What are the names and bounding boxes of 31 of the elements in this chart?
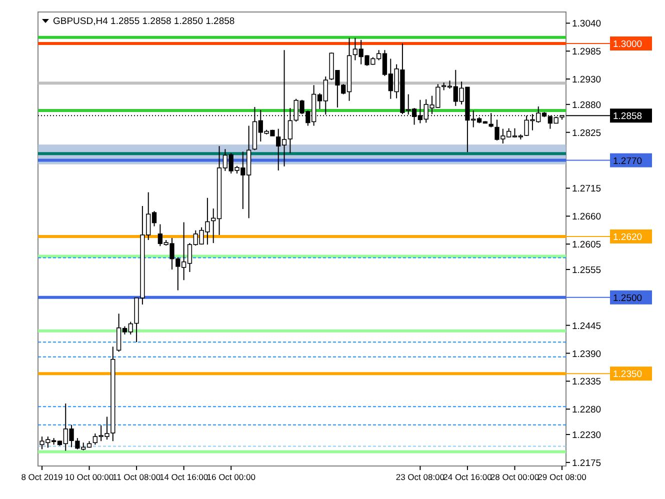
ref-line-label: 1.3000 [613, 38, 642, 50]
chart-title: GBPUSD,H4 1.2855 1.2858 1.2850 1.2858 [53, 16, 235, 27]
ref-line-label: 1.2500 [613, 292, 642, 304]
y-tick-label: 1.2280 [572, 404, 602, 416]
y-tick-label: 1.2175 [572, 458, 602, 469]
y-tick-label: 1.3040 [572, 18, 602, 30]
y-tick-label: 1.2445 [572, 320, 602, 332]
y-tick-label: 1.2985 [572, 46, 602, 58]
ref-line-label: 1.2350 [613, 369, 642, 380]
x-tick-label: 11 Oct 08:00 [112, 472, 161, 482]
y-tick-label: 1.2230 [572, 430, 602, 442]
y-tick-label: 1.2880 [572, 100, 602, 111]
x-tick-label: 24 Oct 16:00 [443, 472, 492, 482]
y-tick-label: 1.2660 [572, 212, 602, 223]
y-tick-label: 1.2390 [572, 348, 602, 360]
ref-line-label: 1.2620 [613, 232, 642, 243]
ref-line-label: 1.2858 [613, 111, 642, 122]
x-tick-label: 28 Oct 00:00 [490, 472, 540, 482]
y-tick-label: 1.2335 [572, 376, 602, 388]
y-tick-label: 1.2825 [572, 128, 602, 139]
y-tick-label: 1.2605 [572, 240, 602, 251]
y-tick-label: 1.2555 [572, 264, 602, 276]
x-tick-label: 29 Oct 08:00 [538, 472, 587, 482]
x-tick-label: 16 Oct 00:00 [206, 472, 256, 482]
ref-line-label: 1.2770 [613, 156, 642, 167]
x-tick-label: 23 Oct 08:00 [396, 472, 445, 482]
x-tick-label: 8 Oct 2019 [21, 472, 64, 482]
y-tick-label: 1.2715 [572, 184, 602, 195]
y-tick-label: 1.2930 [572, 74, 602, 86]
x-tick-label: 10 Oct 00:00 [64, 472, 114, 482]
x-tick-label: 14 Oct 16:00 [159, 472, 208, 482]
